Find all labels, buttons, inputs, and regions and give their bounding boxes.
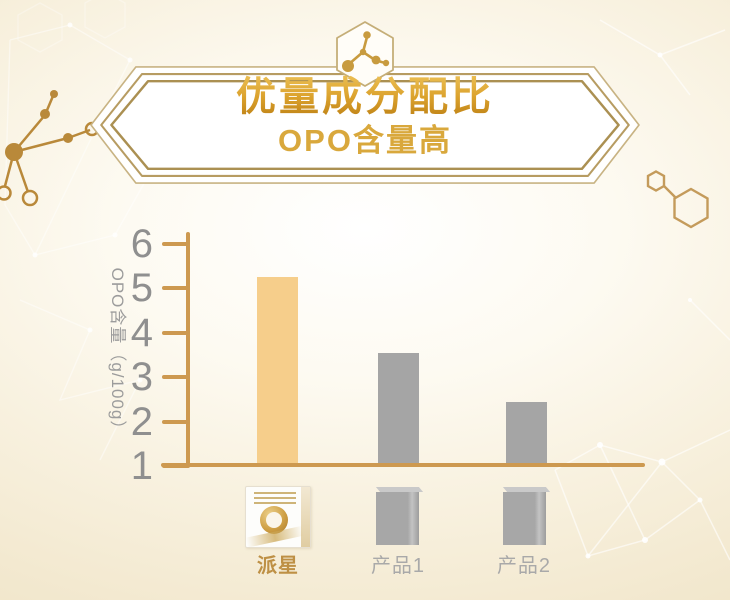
bar-产品1 <box>378 352 419 464</box>
y-tick-5 <box>162 286 189 290</box>
y-tick-label-4: 4 <box>130 310 153 355</box>
bar-产品2 <box>506 401 547 464</box>
x-axis-line <box>161 463 645 467</box>
y-axis-line <box>186 232 190 468</box>
product-label-product2: 产品2 <box>496 555 552 577</box>
badge-frame <box>90 66 640 184</box>
product2-generic-box <box>503 492 546 545</box>
constellation-dots-bottom-right <box>585 52 703 559</box>
box-top-text-lines <box>254 492 296 504</box>
header-badge: 优量成分配比 OPO含量高 <box>90 15 640 190</box>
bar-派星 <box>257 277 298 464</box>
y-tick-label-5: 5 <box>130 266 153 310</box>
y-tick-4 <box>162 330 189 335</box>
paixing-product-image <box>245 486 311 548</box>
y-tick-label-6: 6 <box>130 221 153 266</box>
gold-hexagon-decoration <box>646 170 709 229</box>
product-label-product1: 产品1 <box>370 555 426 577</box>
constellation-lines-bottom-right <box>554 19 730 561</box>
page-title: 优量成分配比 <box>90 74 640 120</box>
product1-generic-box <box>376 492 419 545</box>
y-tick-3 <box>162 375 189 379</box>
product-label-paixing: 派星 <box>257 555 299 577</box>
molecule-badge <box>336 21 394 87</box>
y-tick-label-1: 1 <box>130 444 153 488</box>
y-tick-label-2: 2 <box>130 399 153 444</box>
y-tick-label-3: 3 <box>130 355 153 399</box>
page-subtitle: OPO含量高 <box>278 123 452 158</box>
box-side-face <box>301 487 310 547</box>
y-tick-6 <box>162 241 189 246</box>
y-tick-2 <box>162 419 189 424</box>
molecule-icon <box>342 31 390 72</box>
